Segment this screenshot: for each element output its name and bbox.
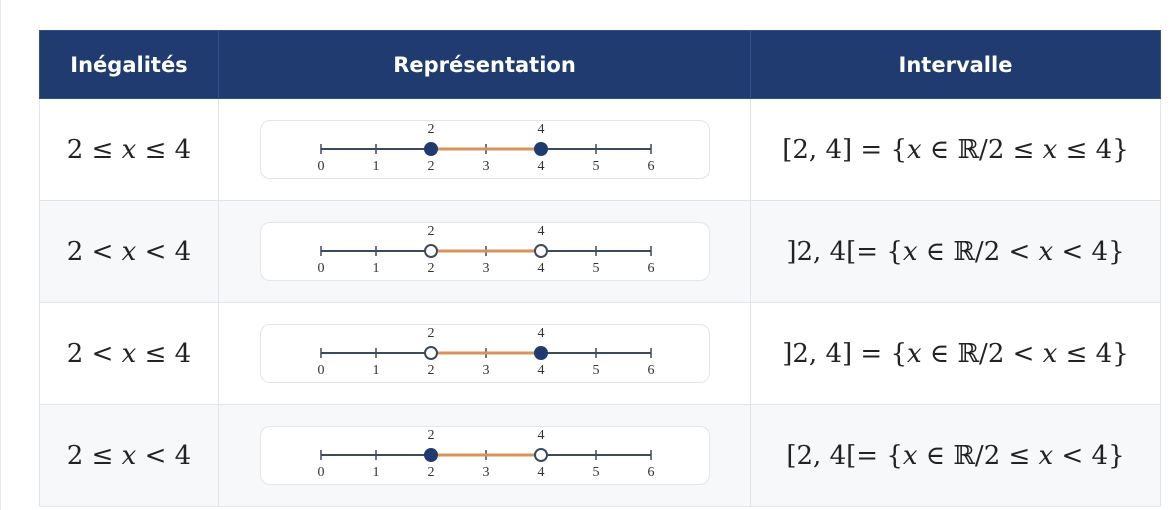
number-line-box: 0 1 2 3 4 5 6 2 4 [259,324,710,383]
number-line: 0 1 2 3 4 5 6 2 4 [317,428,654,480]
endpoint-label: 4 [537,224,544,239]
row: 2 < x ≤ 4 0 1 2 3 4 5 6 2 4 ]2, 4] = {x ∈ ℝ/2 < x … [39,302,1161,405]
endpoint-label: 2 [427,428,434,443]
tick-label: 5 [592,363,599,378]
closed-endpoint [533,346,548,360]
tick-label: 5 [592,159,599,174]
tick-label: 6 [647,363,654,378]
inequality-cell: 2 < x < 4 [39,200,219,303]
header-row: Inégalités Représentation Intervalle [39,30,1161,99]
endpoint-label: 2 [427,122,434,137]
inequality-cell: 2 < x ≤ 4 [39,302,219,405]
endpoint-label: 4 [537,326,544,341]
interval-cell: ]2, 4[= {x ∈ ℝ/2 < x < 4} [750,200,1161,303]
number-line: 0 1 2 3 4 5 6 2 4 [317,224,654,276]
inequality-cell: 2 ≤ x ≤ 4 [39,98,219,201]
tick-label: 0 [317,159,324,174]
tick-label: 4 [537,261,544,276]
representation-cell: 0 1 2 3 4 5 6 2 4 [218,404,751,507]
open-endpoint [423,244,438,258]
tick-label: 2 [427,363,434,378]
tick-label: 2 [427,465,434,480]
table: Inégalités Représentation Intervalle 2 ≤… [39,30,1161,507]
open-endpoint [423,346,438,360]
tick-label: 2 [427,159,434,174]
tick-label: 1 [372,363,379,378]
tick-label: 2 [427,261,434,276]
tick-label: 3 [482,261,489,276]
tick-label: 1 [372,261,379,276]
header-cell: Inégalités [39,30,219,99]
header-cell: Intervalle [750,30,1161,99]
tick-label: 0 [317,465,324,480]
open-endpoint [533,244,548,258]
tick-label: 0 [317,261,324,276]
tick-label: 1 [372,159,379,174]
open-endpoint [533,448,548,462]
representation-cell: 0 1 2 3 4 5 6 2 4 [218,200,751,303]
header-cell: Représentation [218,30,751,99]
row: 2 ≤ x < 4 0 1 2 3 4 5 6 2 4 [2, 4[= {x ∈ ℝ/2 ≤ x <… [39,404,1161,507]
tick-label: 5 [592,261,599,276]
tick-label: 4 [537,465,544,480]
interval-cell: [2, 4[= {x ∈ ℝ/2 ≤ x < 4} [750,404,1161,507]
endpoint-label: 4 [537,428,544,443]
row: 2 ≤ x ≤ 4 0 1 2 3 4 5 6 2 4 [2, 4] = {x ∈ ℝ/2 ≤ x … [39,98,1161,201]
tick-label: 6 [647,465,654,480]
representation-cell: 0 1 2 3 4 5 6 2 4 [218,302,751,405]
tick-label: 4 [537,159,544,174]
number-line-box: 0 1 2 3 4 5 6 2 4 [259,222,710,281]
interval-cell: [2, 4] = {x ∈ ℝ/2 ≤ x ≤ 4} [750,98,1161,201]
endpoint-label: 2 [427,224,434,239]
tick-label: 6 [647,159,654,174]
number-line: 0 1 2 3 4 5 6 2 4 [317,122,654,174]
endpoint-label: 4 [537,122,544,137]
number-line-box: 0 1 2 3 4 5 6 2 4 [259,120,710,179]
closed-endpoint [423,448,438,462]
tick-label: 3 [482,159,489,174]
tick-label: 3 [482,363,489,378]
interval-cell: ]2, 4] = {x ∈ ℝ/2 < x ≤ 4} [750,302,1161,405]
closed-endpoint [423,142,438,156]
tick-label: 3 [482,465,489,480]
tick-label: 1 [372,465,379,480]
closed-endpoint [533,142,548,156]
representation-cell: 0 1 2 3 4 5 6 2 4 [218,98,751,201]
endpoint-label: 2 [427,326,434,341]
tick-label: 5 [592,465,599,480]
tick-label: 0 [317,363,324,378]
table-body: 2 ≤ x ≤ 4 0 1 2 3 4 5 6 2 4 [2, 4] = {x ∈ ℝ/2 ≤ x … [39,98,1161,507]
tick-label: 4 [537,363,544,378]
inequality-cell: 2 ≤ x < 4 [39,404,219,507]
number-line: 0 1 2 3 4 5 6 2 4 [317,326,654,378]
row: 2 < x < 4 0 1 2 3 4 5 6 2 4 ]2, 4[= {x ∈ ℝ/2 < x <… [39,200,1161,303]
tick-label: 6 [647,261,654,276]
number-line-box: 0 1 2 3 4 5 6 2 4 [259,426,710,485]
